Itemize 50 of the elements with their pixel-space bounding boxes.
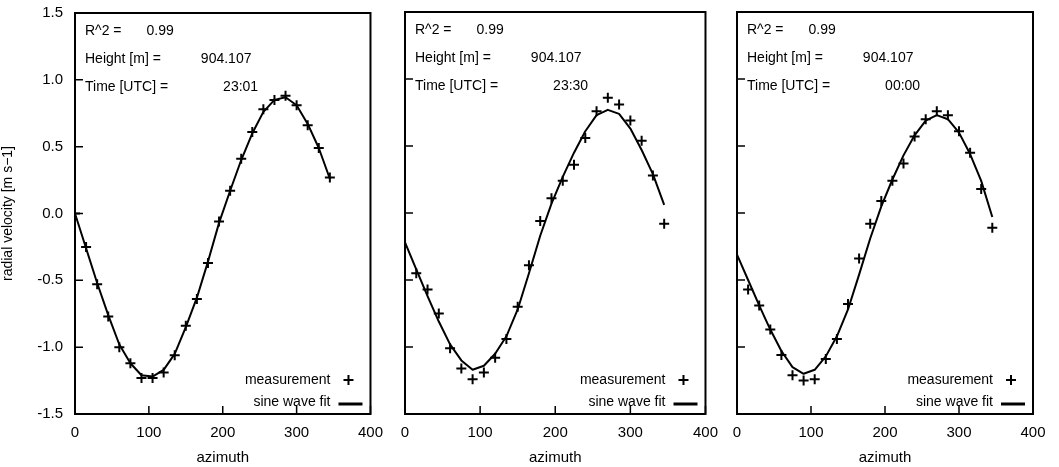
annotation: Time [UTC] = — [415, 76, 499, 93]
annotation: R^2 = — [415, 20, 452, 37]
annotation: R^2 = — [747, 20, 784, 37]
x-axis-title: azimuth — [196, 448, 250, 466]
y-tick-label: -1.0 — [37, 337, 63, 355]
annotation: Height [m] = — [747, 48, 823, 65]
y-axis-title: radial velocity [m s−1] — [0, 146, 16, 281]
annotation: 0.99 — [146, 21, 174, 38]
y-tick-label: -0.5 — [37, 270, 63, 288]
x-tick-label: 100 — [467, 423, 493, 441]
annotation: 0.99 — [808, 20, 836, 37]
x-tick-label: 200 — [542, 423, 568, 441]
x-axis-title: azimuth — [528, 448, 582, 466]
x-tick-label: 400 — [692, 423, 718, 441]
x-tick-label: 100 — [798, 423, 824, 441]
annotation: 904.107 — [530, 48, 582, 65]
annotation: 0.99 — [476, 20, 504, 37]
legend-label: measurement — [579, 370, 666, 387]
y-tick-label: 0.5 — [42, 136, 63, 154]
x-tick-label: 400 — [1020, 423, 1046, 441]
annotation: Height [m] = — [415, 48, 491, 65]
y-tick-label: 1.0 — [42, 69, 63, 87]
annotation: 00:00 — [885, 76, 921, 93]
x-tick-label: 100 — [136, 423, 162, 441]
annotation: 904.107 — [862, 48, 914, 65]
x-tick-label: 300 — [617, 423, 643, 441]
x-tick-label: 200 — [872, 423, 898, 441]
x-tick-label: 400 — [357, 423, 383, 441]
y-tick-label: 0.0 — [42, 203, 63, 221]
annotation: Height [m] = — [85, 49, 161, 66]
annotation: 23:30 — [553, 76, 589, 93]
x-tick-label: 300 — [284, 423, 310, 441]
legend-label: measurement — [907, 370, 994, 387]
x-tick-label: 0 — [732, 423, 742, 441]
legend-label: sine wave fit — [915, 392, 994, 409]
annotation: R^2 = — [85, 21, 122, 38]
legend-label: measurement — [244, 370, 331, 387]
x-tick-label: 300 — [946, 423, 972, 441]
legend-label: sine wave fit — [253, 392, 331, 409]
y-tick-label: 1.5 — [42, 3, 63, 21]
x-tick-label: 0 — [400, 423, 410, 441]
x-tick-label: 0 — [70, 423, 80, 441]
y-tick-label: -1.5 — [37, 404, 63, 422]
x-axis-title: azimuth — [858, 448, 912, 466]
x-tick-label: 200 — [210, 423, 236, 441]
annotation: 23:01 — [223, 77, 259, 94]
annotation: 904.107 — [200, 49, 252, 66]
annotation: Time [UTC] = — [747, 76, 831, 93]
legend-label: sine wave fit — [588, 392, 666, 409]
annotation: Time [UTC] = — [85, 77, 169, 94]
